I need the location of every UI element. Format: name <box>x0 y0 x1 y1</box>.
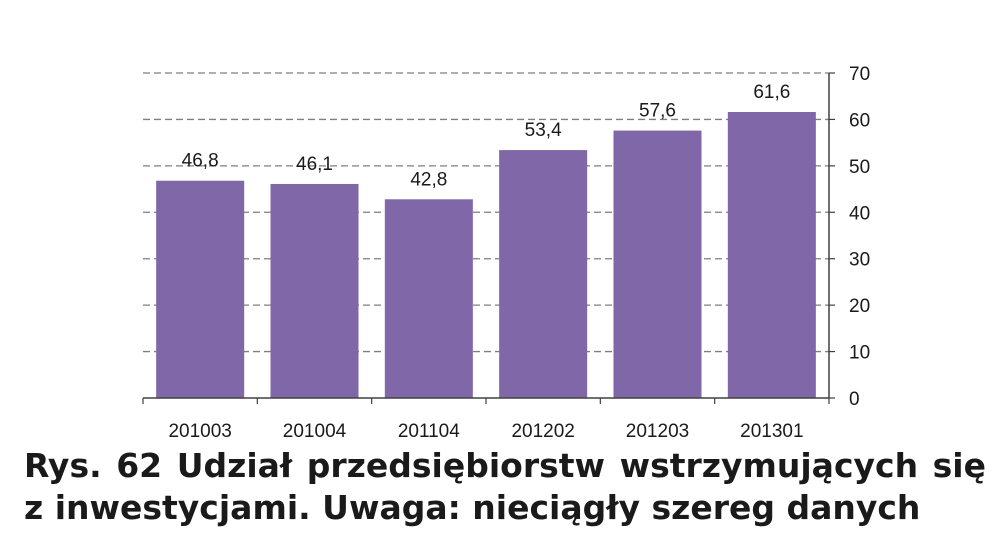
data-label-201004: 46,1 <box>296 154 333 175</box>
x-tick-label-201203: 201203 <box>626 421 689 442</box>
bar-201202 <box>499 150 588 398</box>
bar-201301 <box>727 112 816 398</box>
bar-201104 <box>384 199 473 398</box>
bar-chart: 0 10 20 30 40 50 60 70 46,8 201003 46,1 201004 42,8 2… <box>142 64 870 442</box>
x-tick-label-201104: 201104 <box>398 421 460 442</box>
labels: 0 10 20 30 40 50 60 70 46,8 201003 46,1 201004 42,8 2… <box>168 64 870 442</box>
bars <box>156 112 816 399</box>
y-tick-label: 0 <box>849 389 860 410</box>
bar-201004 <box>270 183 359 398</box>
y-tick-label: 50 <box>849 157 870 178</box>
x-tick-label-201004: 201004 <box>283 421 347 442</box>
y-tick-label: 60 <box>849 110 870 131</box>
y-tick-label: 40 <box>849 203 870 224</box>
data-label-201104: 42,8 <box>410 169 447 190</box>
data-label-201202: 53,4 <box>525 120 562 141</box>
data-label-201301: 61,6 <box>753 82 790 103</box>
y-tick-label: 30 <box>849 250 870 271</box>
figure-caption: Rys. 62 Udział przedsiębiorstw wstrzymuj… <box>24 446 986 527</box>
x-tick-label-201301: 201301 <box>740 421 803 442</box>
y-tick-label: 20 <box>849 296 870 317</box>
y-tick-label: 70 <box>849 64 870 85</box>
data-label-201003: 46,8 <box>182 151 219 172</box>
data-label-201203: 57,6 <box>639 101 676 122</box>
y-tick-label: 10 <box>849 343 870 364</box>
bar-201203 <box>613 130 702 399</box>
gridlines <box>143 72 829 353</box>
x-tick-label-201202: 201202 <box>511 421 574 442</box>
axes <box>142 72 835 404</box>
bar-201003 <box>156 180 245 398</box>
x-tick-label-201003: 201003 <box>168 421 231 442</box>
